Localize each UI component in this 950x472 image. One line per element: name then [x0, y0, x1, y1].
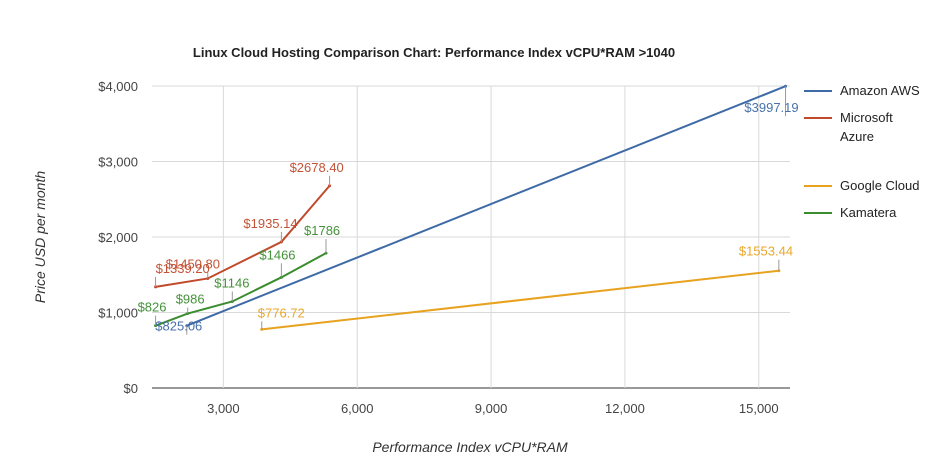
legend-label-google-cloud: Google Cloud [840, 178, 920, 193]
series-line-amazon-aws [186, 85, 786, 327]
y-tick-label: $3,000 [98, 155, 138, 170]
y-tick-label: $1,000 [98, 306, 138, 321]
data-label-google-cloud: $776.72 [258, 305, 305, 320]
data-label-kamatera: $1786 [304, 223, 340, 238]
legend[interactable]: Amazon AWS Microsoft Azure Google Cloud Kama… [804, 83, 920, 220]
x-tick-label: 3,000 [207, 401, 240, 416]
x-axis-title: Performance Index vCPU*RAM [372, 439, 568, 455]
data-label-google-cloud: $1553.44 [739, 244, 793, 259]
legend-label-microsoft-azure: Microsoft [840, 110, 893, 125]
legend-item-amazon-aws[interactable]: Amazon AWS [804, 83, 920, 98]
legend-item-microsoft-azure[interactable]: Microsoft Azure [804, 110, 893, 144]
grid-layer [152, 85, 790, 389]
data-label-kamatera: $1146 [214, 275, 249, 290]
series-line-microsoft-azure [155, 185, 331, 288]
data-label-amazon-aws: $825.06 [155, 319, 202, 334]
data-label-kamatera: $826 [138, 300, 167, 315]
x-tick-label: 15,000 [739, 401, 779, 416]
data-label-kamatera: $986 [176, 292, 205, 307]
y-axis-title: Price USD per month [32, 171, 48, 303]
data-label-microsoft-azure: $2678.40 [290, 160, 344, 175]
legend-item-google-cloud[interactable]: Google Cloud [804, 178, 920, 193]
series-line-google-cloud [261, 269, 779, 331]
legend-label-kamatera: Kamatera [840, 205, 897, 220]
x-tick-label: 9,000 [475, 401, 508, 416]
series-layer [154, 84, 788, 331]
legend-label-microsoft-azure: Azure [840, 129, 874, 144]
data-label-microsoft-azure: $1450.80 [166, 256, 220, 271]
data-label-layer: $825.06 $3997.19 $1339.20$1450.80 $1935.14 $… [138, 86, 799, 335]
y-tick-label: $4,000 [98, 79, 138, 94]
x-tick-label: 6,000 [341, 401, 374, 416]
y-tick-label: $0 [124, 381, 138, 396]
data-label-amazon-aws: $3997.19 [744, 100, 798, 115]
y-tick-label: $2,000 [98, 230, 138, 245]
data-label-microsoft-azure: $1339.20 [156, 261, 210, 276]
legend-label-amazon-aws: Amazon AWS [840, 83, 920, 98]
chart-title: Linux Cloud Hosting Comparison Chart: Pe… [193, 45, 675, 60]
data-label-kamatera: $1466 [259, 247, 295, 262]
x-tick-label: 12,000 [605, 401, 645, 416]
legend-item-kamatera[interactable]: Kamatera [804, 205, 897, 220]
data-label-microsoft-azure: $1935.14 [243, 216, 297, 231]
axis-layer: $0 $1,000 $2,000 $3,000 $4,000 3,000 6,000 9,00… [98, 79, 778, 416]
